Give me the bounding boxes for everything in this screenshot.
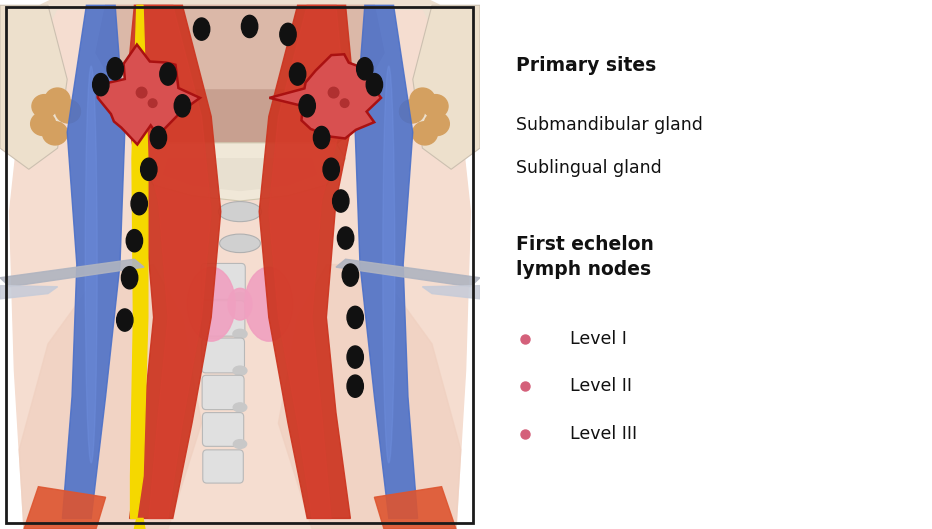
Ellipse shape bbox=[347, 375, 363, 397]
Polygon shape bbox=[413, 5, 480, 169]
Ellipse shape bbox=[424, 112, 449, 135]
Ellipse shape bbox=[233, 293, 247, 302]
Ellipse shape bbox=[233, 366, 247, 375]
Ellipse shape bbox=[233, 440, 247, 449]
PathPatch shape bbox=[269, 54, 381, 139]
Ellipse shape bbox=[174, 95, 190, 117]
Text: Level II: Level II bbox=[570, 377, 633, 395]
Polygon shape bbox=[268, 5, 346, 518]
PathPatch shape bbox=[97, 44, 200, 144]
Text: First echelon
lymph nodes: First echelon lymph nodes bbox=[516, 235, 654, 279]
Polygon shape bbox=[0, 259, 144, 287]
Polygon shape bbox=[20, 264, 201, 529]
Ellipse shape bbox=[337, 227, 354, 249]
Text: Submandibular gland: Submandibular gland bbox=[516, 116, 703, 134]
Ellipse shape bbox=[299, 95, 315, 117]
Polygon shape bbox=[24, 487, 105, 529]
Polygon shape bbox=[279, 264, 460, 529]
Ellipse shape bbox=[280, 23, 296, 45]
Ellipse shape bbox=[333, 190, 349, 212]
Polygon shape bbox=[355, 5, 418, 518]
Polygon shape bbox=[134, 143, 346, 201]
Ellipse shape bbox=[342, 264, 359, 286]
Ellipse shape bbox=[159, 63, 176, 85]
Ellipse shape bbox=[413, 122, 437, 145]
Ellipse shape bbox=[32, 95, 57, 118]
Text: Sublingual gland: Sublingual gland bbox=[516, 159, 662, 177]
FancyBboxPatch shape bbox=[203, 450, 243, 483]
Polygon shape bbox=[0, 0, 480, 529]
Ellipse shape bbox=[228, 288, 252, 320]
Ellipse shape bbox=[85, 66, 97, 463]
Ellipse shape bbox=[233, 403, 247, 412]
Ellipse shape bbox=[340, 99, 349, 107]
FancyBboxPatch shape bbox=[202, 338, 244, 373]
Ellipse shape bbox=[410, 88, 435, 111]
Ellipse shape bbox=[423, 95, 448, 118]
FancyBboxPatch shape bbox=[202, 375, 244, 409]
Ellipse shape bbox=[323, 158, 339, 180]
Ellipse shape bbox=[187, 267, 235, 341]
Text: Level III: Level III bbox=[570, 425, 637, 443]
Ellipse shape bbox=[290, 63, 306, 85]
Ellipse shape bbox=[383, 66, 395, 463]
Ellipse shape bbox=[56, 100, 80, 123]
Ellipse shape bbox=[43, 122, 67, 145]
Polygon shape bbox=[134, 518, 145, 529]
Ellipse shape bbox=[347, 306, 363, 329]
Polygon shape bbox=[9, 11, 471, 529]
Ellipse shape bbox=[116, 309, 133, 331]
Ellipse shape bbox=[148, 99, 157, 107]
Ellipse shape bbox=[233, 330, 247, 339]
Polygon shape bbox=[125, 90, 355, 175]
FancyBboxPatch shape bbox=[201, 300, 245, 336]
Ellipse shape bbox=[141, 158, 157, 180]
Ellipse shape bbox=[245, 267, 293, 341]
Polygon shape bbox=[163, 159, 317, 190]
Ellipse shape bbox=[400, 100, 424, 123]
Ellipse shape bbox=[126, 230, 143, 252]
Text: Primary sites: Primary sites bbox=[516, 56, 656, 75]
FancyBboxPatch shape bbox=[201, 263, 245, 299]
Polygon shape bbox=[130, 5, 148, 518]
Polygon shape bbox=[62, 5, 125, 518]
Ellipse shape bbox=[136, 87, 147, 98]
Ellipse shape bbox=[357, 58, 373, 80]
Polygon shape bbox=[125, 5, 221, 518]
Ellipse shape bbox=[45, 88, 70, 111]
Polygon shape bbox=[259, 5, 355, 518]
Ellipse shape bbox=[9, 0, 471, 116]
Ellipse shape bbox=[194, 18, 210, 40]
Ellipse shape bbox=[107, 58, 123, 80]
Ellipse shape bbox=[313, 126, 330, 149]
Ellipse shape bbox=[241, 15, 258, 38]
Polygon shape bbox=[134, 5, 212, 518]
Polygon shape bbox=[0, 286, 58, 299]
Polygon shape bbox=[375, 487, 456, 529]
Ellipse shape bbox=[328, 87, 339, 98]
Ellipse shape bbox=[347, 346, 363, 368]
Ellipse shape bbox=[218, 202, 262, 222]
Polygon shape bbox=[336, 259, 480, 287]
Polygon shape bbox=[96, 5, 384, 122]
Ellipse shape bbox=[31, 112, 56, 135]
Polygon shape bbox=[422, 286, 480, 299]
Ellipse shape bbox=[220, 234, 260, 252]
Ellipse shape bbox=[150, 126, 167, 149]
Polygon shape bbox=[0, 5, 67, 169]
FancyBboxPatch shape bbox=[202, 413, 243, 446]
Ellipse shape bbox=[131, 193, 147, 215]
Ellipse shape bbox=[366, 74, 382, 96]
Text: Level I: Level I bbox=[570, 330, 627, 348]
Ellipse shape bbox=[121, 267, 138, 289]
Ellipse shape bbox=[92, 74, 109, 96]
